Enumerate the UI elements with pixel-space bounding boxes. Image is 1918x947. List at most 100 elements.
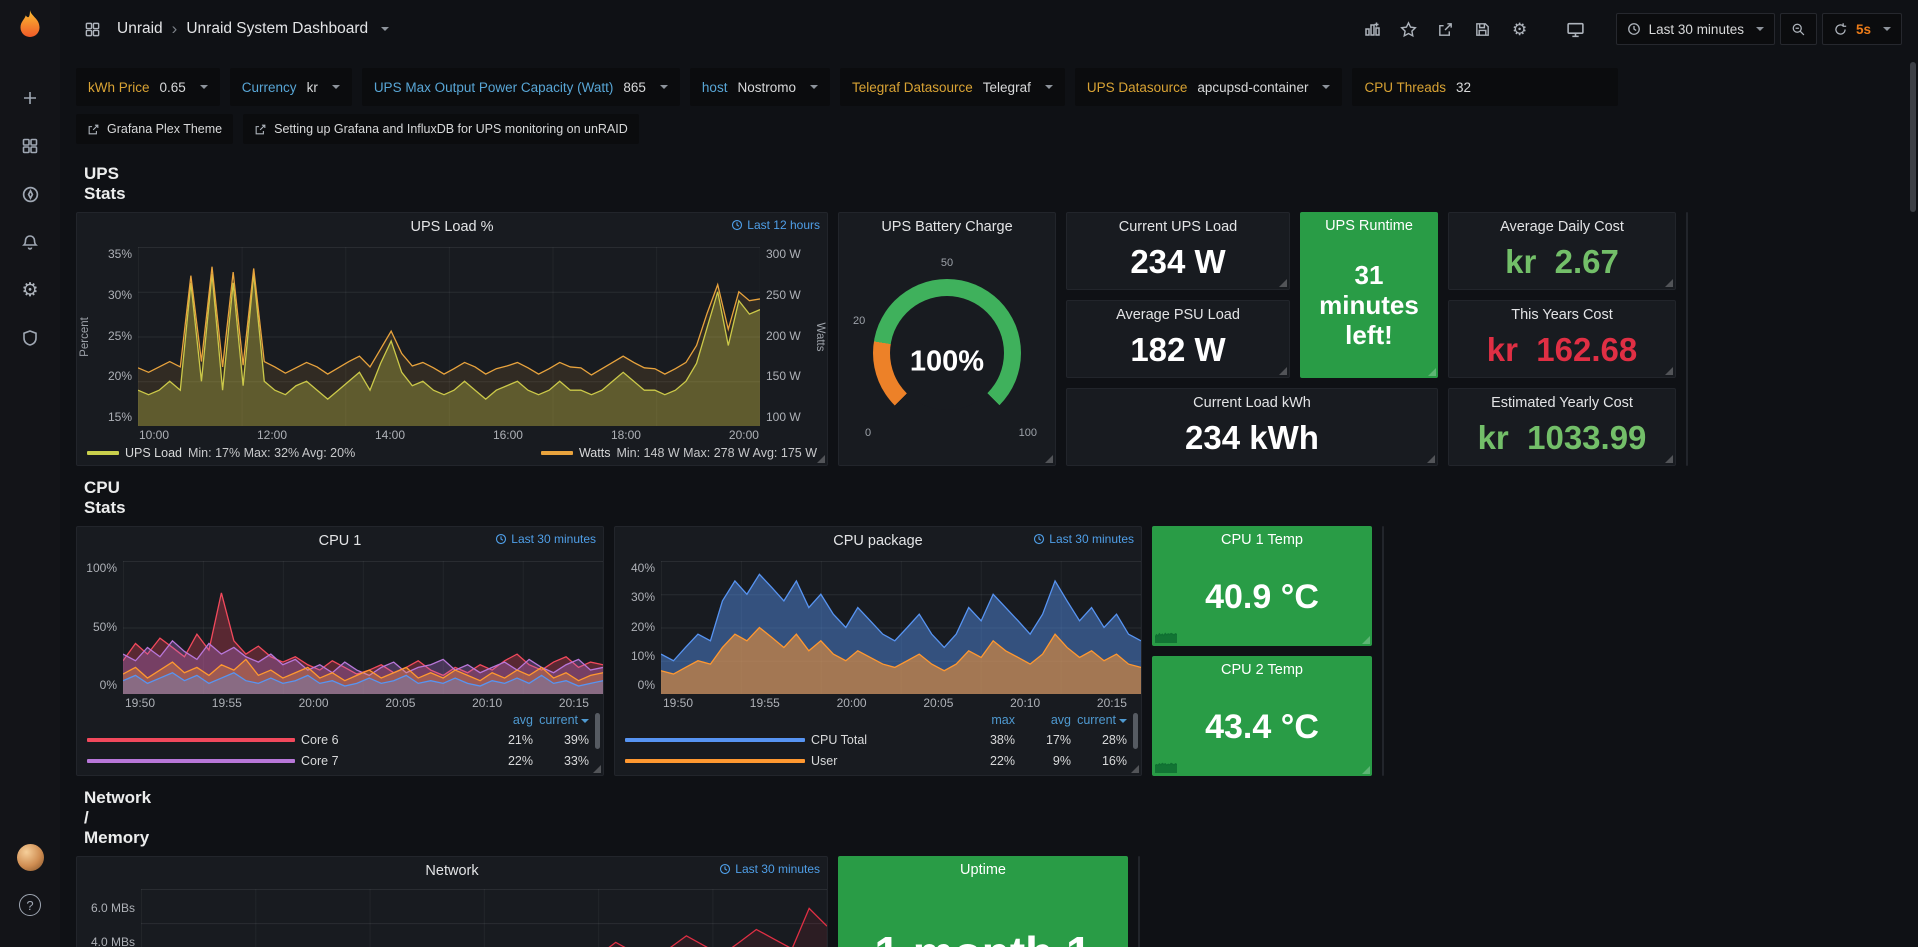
legend-col-current[interactable]: current xyxy=(533,713,589,727)
tv-mode-icon[interactable] xyxy=(1560,14,1592,44)
panel-resize-handle[interactable] xyxy=(593,765,601,773)
variable-host: host Nostromo xyxy=(689,68,830,106)
variable-value-dropdown[interactable]: apcupsd-container xyxy=(1197,79,1309,95)
legend-col-current[interactable]: current xyxy=(1071,713,1127,727)
panel-title[interactable]: Estimated Yearly Cost xyxy=(1491,395,1633,411)
stat-value: 40.9 °C xyxy=(1205,577,1319,616)
panel-title[interactable]: Average Daily Cost xyxy=(1500,219,1624,235)
variable-value-dropdown[interactable]: 865 xyxy=(623,79,646,95)
link-ups-monitoring-guide[interactable]: Setting up Grafana and InfluxDB for UPS … xyxy=(243,114,639,144)
zoom-out-button[interactable] xyxy=(1779,13,1817,45)
legend-scrollbar[interactable] xyxy=(595,713,600,749)
stat-value: 234 W xyxy=(1130,243,1226,280)
panel-title[interactable]: Current Load kWh xyxy=(1193,395,1311,411)
save-icon[interactable] xyxy=(1467,14,1499,44)
series-toggle[interactable]: Core 7 xyxy=(301,753,339,768)
apps-grid-icon[interactable] xyxy=(76,14,108,44)
user-avatar[interactable] xyxy=(12,839,48,875)
breadcrumb: Unraid › Unraid System Dashboard xyxy=(76,14,390,44)
page-scrollbar[interactable] xyxy=(1910,62,1916,212)
section-title: CPU Stats xyxy=(84,478,126,517)
panel-title[interactable]: Current UPS Load xyxy=(1118,219,1238,235)
panel-resize-handle[interactable] xyxy=(1279,367,1287,375)
panel-resize-handle[interactable] xyxy=(1279,279,1287,287)
variable-label: kWh Price xyxy=(88,79,150,95)
help-icon[interactable]: ? xyxy=(12,887,48,923)
series-toggle[interactable]: User xyxy=(811,753,838,768)
panel-title[interactable]: CPU 1 xyxy=(318,533,362,549)
legend-item-watts[interactable]: Watts Min: 148 W Max: 278 W Avg: 175 W xyxy=(540,446,817,460)
ups-load-chart[interactable] xyxy=(138,247,760,426)
chevron-down-icon[interactable] xyxy=(381,27,390,31)
time-range-picker[interactable]: Last 30 minutes xyxy=(1615,13,1775,45)
y-axis-left: 100%50%0% xyxy=(86,561,117,692)
breadcrumb-dashboard[interactable]: Unraid System Dashboard xyxy=(186,20,369,37)
variable-label: CPU Threads xyxy=(1364,79,1446,95)
main-area: Unraid › Unraid System Dashboard ⚙ Last … xyxy=(60,0,1918,947)
cpu-package-chart[interactable] xyxy=(661,561,1141,694)
dashboard-settings-icon[interactable]: ⚙ xyxy=(1512,19,1528,39)
panel-resize-handle[interactable] xyxy=(1362,766,1370,774)
variable-telegraf-datasource: Telegraf Datasource Telegraf xyxy=(839,68,1065,106)
panel-resize-handle[interactable] xyxy=(1665,279,1673,287)
share-icon[interactable] xyxy=(1430,14,1462,44)
cpu-threads-input[interactable] xyxy=(1456,79,1606,95)
stat-value: 182 W xyxy=(1130,331,1226,368)
gauge-min-label: 0 xyxy=(865,427,872,439)
explore-icon[interactable] xyxy=(12,176,48,212)
series-color-dash xyxy=(540,451,573,455)
chevron-down-icon xyxy=(331,85,340,89)
dashboards-icon[interactable] xyxy=(12,128,48,164)
variable-value-dropdown[interactable]: Telegraf xyxy=(982,79,1031,95)
panel-current-load-kwh: Current Load kWh 234 kWh xyxy=(1066,388,1438,466)
panel-title[interactable]: CPU package xyxy=(833,533,923,549)
series-color-dash xyxy=(625,758,805,763)
panel-resize-handle[interactable] xyxy=(1427,455,1435,463)
cpu1-chart[interactable] xyxy=(123,561,603,694)
star-icon[interactable] xyxy=(1393,14,1425,44)
panel-title[interactable]: UPS Runtime xyxy=(1325,218,1413,234)
grafana-logo[interactable] xyxy=(11,8,49,46)
alerting-icon[interactable] xyxy=(12,224,48,260)
legend-col-max[interactable]: max xyxy=(991,713,1015,727)
legend-scrollbar[interactable] xyxy=(1133,713,1138,749)
time-override-badge: Last 30 minutes xyxy=(1033,532,1134,546)
legend-item-ups-load[interactable]: UPS Load Min: 17% Max: 32% Avg: 20% xyxy=(87,446,355,460)
panel-cpu-2: CPU 2 Last 30 minutes 100%50%0% 19:5019:… xyxy=(1382,526,1384,776)
panel-title-ups-load-pct[interactable]: UPS Load % xyxy=(410,219,494,235)
refresh-button[interactable]: 5s xyxy=(1821,13,1902,45)
create-icon[interactable] xyxy=(12,80,48,116)
panel-title[interactable]: This Years Cost xyxy=(1511,307,1613,323)
x-axis: 19:50 19:55 20:00 20:05 20:10 20:15 xyxy=(663,696,1127,710)
legend-col-avg[interactable]: avg xyxy=(512,713,533,727)
panel-resize-handle[interactable] xyxy=(1362,636,1370,644)
panel-resize-handle[interactable] xyxy=(1665,455,1673,463)
panel-resize-handle[interactable] xyxy=(1045,455,1053,463)
chevron-down-icon xyxy=(1883,27,1891,31)
panel-title-battery-charge[interactable]: UPS Battery Charge xyxy=(881,219,1013,235)
server-admin-icon[interactable] xyxy=(12,320,48,356)
panel-title[interactable]: Uptime xyxy=(960,862,1006,878)
breadcrumb-app[interactable]: Unraid xyxy=(117,20,163,37)
configuration-icon[interactable]: ⚙ xyxy=(21,279,39,301)
network-chart[interactable] xyxy=(141,889,827,947)
series-toggle[interactable]: Core 6 xyxy=(301,732,339,747)
panel-resize-handle[interactable] xyxy=(817,455,825,463)
panel-average-psu-load: Average PSU Load 182 W xyxy=(1066,300,1290,378)
panel-title[interactable]: CPU 2 Temp xyxy=(1221,662,1303,678)
variable-value-dropdown[interactable]: Nostromo xyxy=(737,79,796,95)
variable-value-dropdown[interactable]: kr xyxy=(306,79,318,95)
series-toggle[interactable]: CPU Total xyxy=(811,732,868,747)
link-grafana-plex-theme[interactable]: Grafana Plex Theme xyxy=(76,114,234,144)
panel-resize-handle[interactable] xyxy=(1428,368,1436,376)
panel-resize-handle[interactable] xyxy=(1131,765,1139,773)
legend-col-avg[interactable]: avg xyxy=(1050,713,1071,727)
panel-title[interactable]: CPU 1 Temp xyxy=(1221,532,1303,548)
panel-title[interactable]: Average PSU Load xyxy=(1116,307,1240,323)
panel-resize-handle[interactable] xyxy=(1665,367,1673,375)
panel-title[interactable]: Network xyxy=(425,863,479,879)
add-panel-icon[interactable] xyxy=(1356,14,1388,44)
variable-value-dropdown[interactable]: 0.65 xyxy=(159,79,186,95)
